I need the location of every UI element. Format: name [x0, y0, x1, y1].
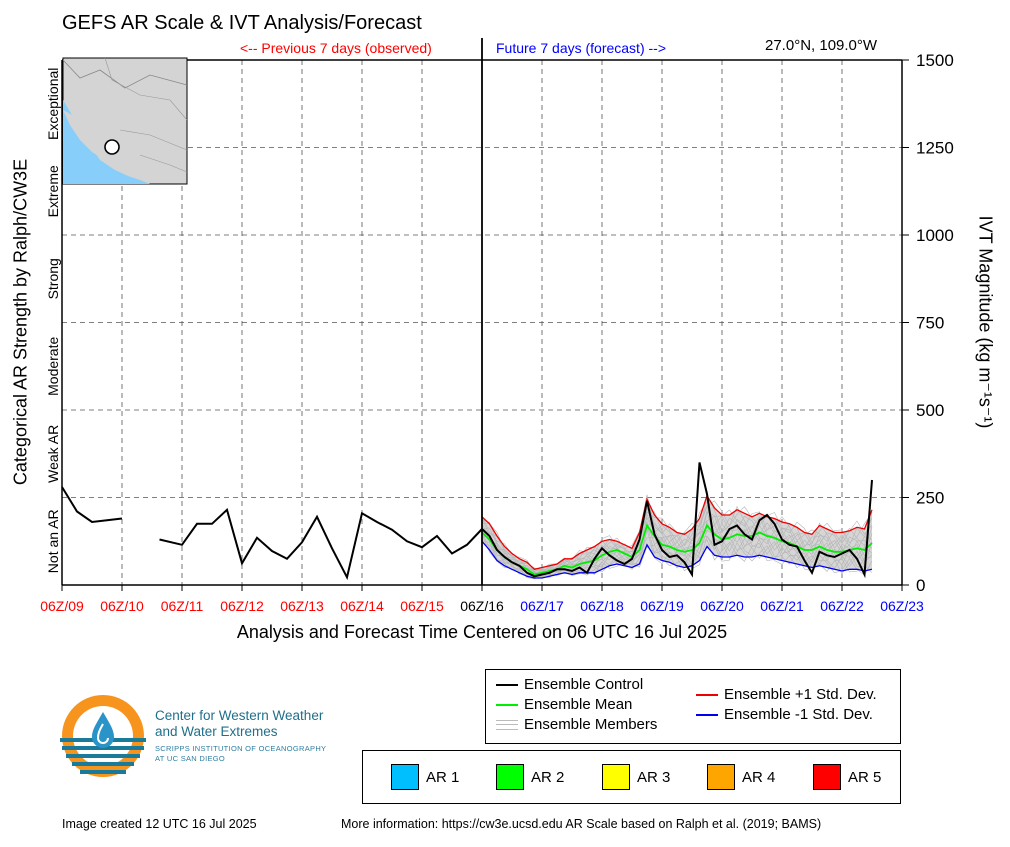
- members-swatch: [496, 719, 518, 730]
- ar4-label: AR 4: [742, 768, 776, 786]
- legend-control: Ensemble Control: [496, 676, 643, 693]
- y-tick-label: 1000: [916, 226, 954, 245]
- legend-members-label: Ensemble Members: [524, 716, 658, 733]
- y-tick-label: 0: [916, 576, 925, 595]
- ar2-swatch: [496, 764, 524, 790]
- ensemble-member-line: [481, 515, 873, 573]
- observed-ivt-line: [159, 507, 483, 581]
- series-layer: [61, 462, 873, 581]
- ar3-label: AR 3: [637, 768, 671, 786]
- y-tick-label: 750: [916, 314, 944, 333]
- logo-line-3: SCRIPPS INSTITUTION OF OCEANOGRAPHY: [155, 744, 327, 753]
- x-tick-label: 06Z/10: [100, 598, 144, 614]
- x-tick-label: 06Z/21: [760, 598, 804, 614]
- location-label: 27.0°N, 109.0°W: [765, 37, 878, 54]
- x-tick-label: 06Z/09: [40, 598, 84, 614]
- ar5-label: AR 5: [848, 768, 882, 786]
- ar2-legend-item: AR 2: [496, 764, 564, 790]
- x-tick-label: 06Z/23: [880, 598, 924, 614]
- x-tick-label: 06Z/22: [820, 598, 864, 614]
- ar5-legend-item: AR 5: [813, 764, 881, 790]
- legend-plus-std-label: Ensemble +1 Std. Dev.: [724, 686, 877, 703]
- ar5-swatch: [813, 764, 841, 790]
- cw3e-logo: [60, 695, 146, 777]
- observed-ivt-line: [61, 486, 123, 524]
- ar-category-label: Extreme: [45, 165, 61, 217]
- y-tick-label: 1500: [916, 51, 954, 70]
- logo-line-2: and Water Extremes: [155, 724, 278, 739]
- ensemble-spread-band: [482, 495, 872, 578]
- x-tick-label: 06Z/20: [700, 598, 744, 614]
- ar-category-label: Not an AR: [45, 509, 61, 573]
- y-tick-label: 1250: [916, 139, 954, 158]
- x-tick-label: 06Z/14: [340, 598, 384, 614]
- ar3-legend-item: AR 3: [602, 764, 670, 790]
- x-tick-label: 06Z/15: [400, 598, 444, 614]
- chart-title: GEFS AR Scale & IVT Analysis/Forecast: [62, 12, 422, 34]
- x-tick-label: 06Z/11: [161, 598, 204, 614]
- ar4-swatch: [707, 764, 735, 790]
- legend-members: Ensemble Members: [496, 716, 657, 733]
- ar-category-label: Weak AR: [45, 425, 61, 483]
- future-days-label: Future 7 days (forecast) -->: [496, 40, 667, 56]
- plus-std-line: [481, 494, 873, 571]
- x-tick-label: 06Z/12: [220, 598, 264, 614]
- logo-line-4: AT UC SAN DIEGO: [155, 754, 226, 763]
- control-swatch: [496, 683, 518, 686]
- location-marker-icon: [104, 139, 120, 155]
- x-tick-label: 06Z/16: [460, 598, 504, 614]
- logo-line-1: Center for Western Weather: [155, 708, 324, 723]
- series-legend: Ensemble Control Ensemble Mean Ensemble …: [485, 669, 901, 744]
- ensemble-control-line: [481, 462, 873, 579]
- y-tick-label: 500: [916, 401, 944, 420]
- x-tick-label: 06Z/19: [640, 598, 684, 614]
- x-tick-label: 06Z/17: [520, 598, 564, 614]
- legend-control-label: Ensemble Control: [524, 676, 644, 693]
- ar4-legend-item: AR 4: [707, 764, 775, 790]
- ar2-label: AR 2: [531, 768, 565, 786]
- ar-category-label: Moderate: [45, 337, 61, 396]
- ar1-label: AR 1: [426, 768, 460, 786]
- ar-scale-legend: AR 1 AR 2 AR 3 AR 4 AR 5: [362, 750, 901, 804]
- ar3-swatch: [602, 764, 630, 790]
- previous-days-label: <-- Previous 7 days (observed): [240, 40, 432, 56]
- ar-category-label: Exceptional: [45, 68, 61, 140]
- x-tick-label: 06Z/18: [580, 598, 624, 614]
- legend-mean-label: Ensemble Mean: [524, 696, 633, 713]
- ar-category-label: Strong: [45, 258, 61, 299]
- axes-layer: 06Z/09 06Z/10 06Z/11 06Z/12 06Z/13 06Z/14 06Z/…: [40, 38, 954, 614]
- legend-plus-std: Ensemble +1 Std. Dev.: [696, 686, 877, 703]
- ar1-legend-item: AR 1: [391, 764, 459, 790]
- inset-map: [62, 57, 188, 185]
- ar1-swatch: [391, 764, 419, 790]
- more-info-text: More information: https://cw3e.ucsd.edu …: [341, 817, 822, 831]
- minus-std-swatch: [696, 713, 718, 716]
- legend-minus-std-label: Ensemble -1 Std. Dev.: [724, 706, 873, 723]
- created-timestamp: Image created 12 UTC 16 Jul 2025: [62, 817, 257, 831]
- grid-layer: [62, 60, 902, 585]
- ensemble-mean-line: [481, 523, 873, 576]
- legend-minus-std: Ensemble -1 Std. Dev.: [696, 706, 873, 723]
- legend-mean: Ensemble Mean: [496, 696, 632, 713]
- plus-std-swatch: [696, 693, 718, 696]
- mean-swatch: [496, 703, 518, 706]
- x-tick-label: 06Z/13: [280, 598, 324, 614]
- y-tick-label: 250: [916, 489, 944, 508]
- x-axis-title: Analysis and Forecast Time Centered on 0…: [236, 622, 728, 642]
